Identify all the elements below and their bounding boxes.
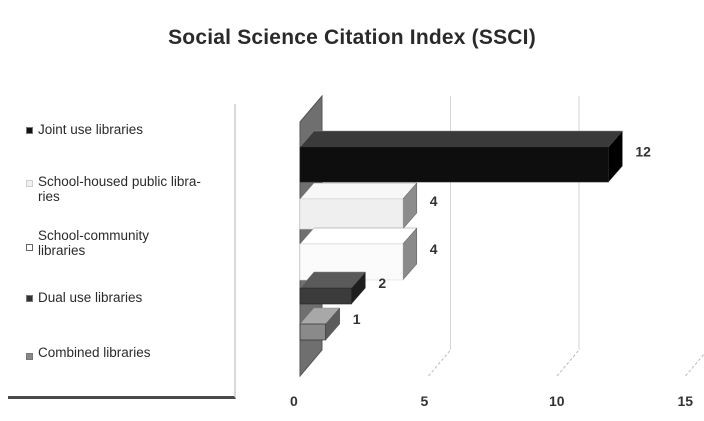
bar-4: [299, 323, 327, 341]
bar-3: [299, 287, 352, 305]
floor-tick-15: [685, 353, 704, 377]
bar-1: [299, 198, 404, 230]
data-label-4: 1: [353, 311, 361, 327]
data-label-2: 4: [430, 241, 438, 257]
legend-swatch-joint-use: [26, 127, 33, 134]
bar-top-2: [299, 227, 418, 245]
floor-tick-5: [428, 349, 451, 377]
floor-tick-10: [556, 349, 580, 377]
x-tick-label-10: 10: [549, 393, 565, 409]
legend: Joint use libraries School-housed public…: [8, 104, 236, 399]
legend-label-joint-use: Joint use libraries: [38, 122, 144, 137]
x-tick-label-15: 15: [678, 393, 694, 409]
legend-swatch-school-housed: [26, 180, 33, 187]
legend-label-combined: Combined libraries: [38, 345, 151, 360]
data-label-1: 4: [430, 193, 438, 209]
legend-label-school-housed: School-housed public libra- ries: [38, 174, 201, 204]
legend-swatch-school-community: [26, 244, 33, 251]
legend-swatch-combined: [26, 353, 33, 360]
x-tick-label-5: 5: [421, 393, 429, 409]
legend-label-school-community: School-community libraries: [38, 228, 150, 258]
bar-top-0: [299, 130, 623, 148]
bar-0: [299, 146, 609, 183]
data-label-3: 2: [378, 275, 386, 291]
bar-top-1: [299, 182, 418, 200]
legend-swatch-dual-use: [26, 295, 33, 302]
data-label-0: 12: [635, 144, 651, 160]
chart-title: Social Science Citation Index (SSCI): [168, 26, 536, 49]
legend-label-dual-use: Dual use libraries: [38, 290, 143, 305]
x-tick-label-0: 0: [290, 393, 298, 409]
